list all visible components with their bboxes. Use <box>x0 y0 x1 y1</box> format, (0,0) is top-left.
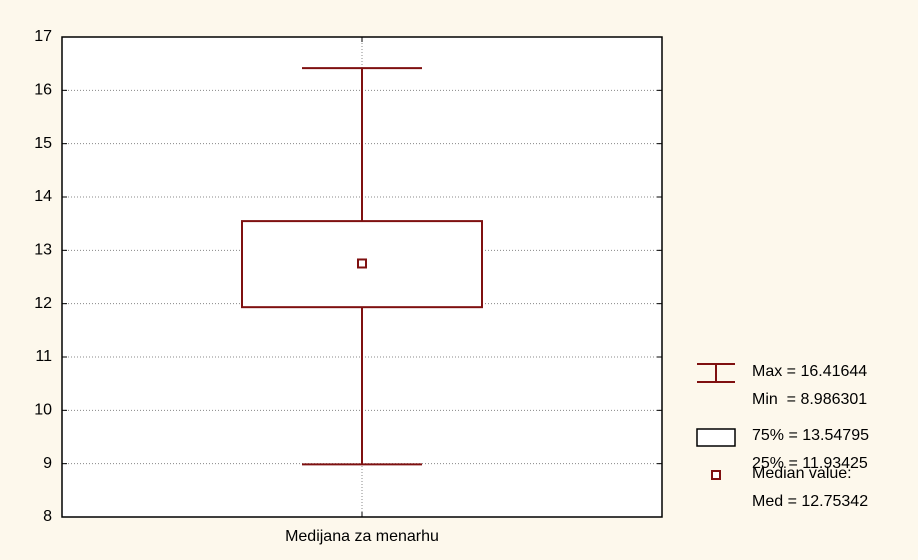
legend-icon-median <box>711 470 721 480</box>
x-tick-label: Medijana za menarhu <box>285 528 439 545</box>
y-tick-label: 14 <box>34 188 52 205</box>
median-marker <box>357 258 367 269</box>
y-tick-label: 15 <box>34 135 52 152</box>
y-tick-label: 8 <box>43 508 52 525</box>
legend-label: Max = 16.41644 <box>752 363 867 380</box>
y-tick-label: 16 <box>34 82 52 99</box>
legend-label: 25% = 11.93425 <box>752 455 868 472</box>
y-tick-label: 10 <box>34 402 52 419</box>
y-tick-label: 17 <box>34 28 52 45</box>
legend-label: Median value: <box>752 465 852 482</box>
legend-label: Min = 8.986301 <box>752 391 867 408</box>
plot-frame <box>61 36 663 518</box>
y-tick-label: 12 <box>34 295 52 312</box>
legend-icon-box <box>696 428 736 447</box>
y-tick-label: 13 <box>34 242 52 259</box>
y-tick-label: 9 <box>43 455 52 472</box>
legend-label: 75% = 13.54795 <box>752 427 869 444</box>
y-tick-label: 11 <box>35 348 52 365</box>
legend-label: Med = 12.75342 <box>752 493 868 510</box>
